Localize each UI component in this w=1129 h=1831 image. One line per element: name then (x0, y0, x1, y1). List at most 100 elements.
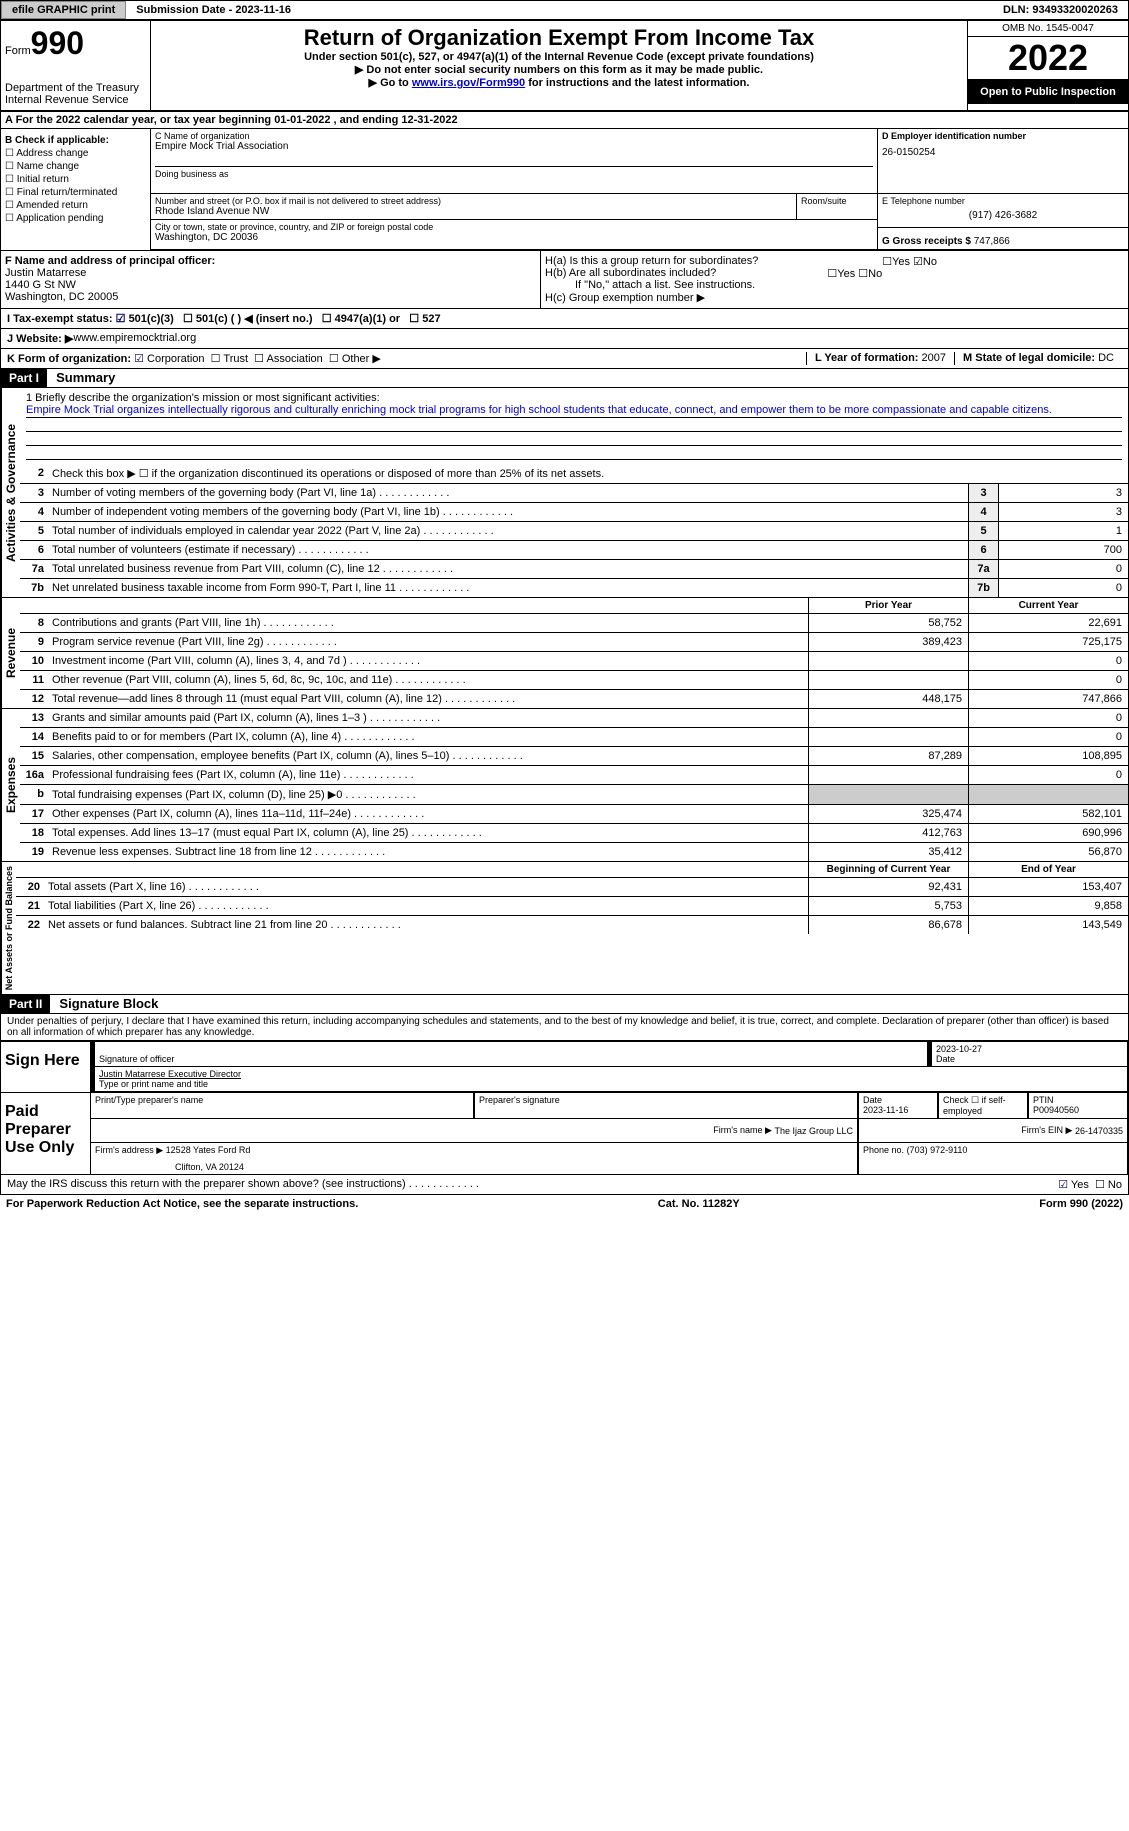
line-16a-prior (808, 766, 968, 784)
tax-exempt-label: I Tax-exempt status: 501(c)(3) 501(c) ( … (7, 312, 547, 325)
city-value: Washington, DC 20036 (155, 232, 873, 243)
section-a: A For the 2022 calendar year, or tax yea… (0, 111, 1129, 129)
open-inspection: Open to Public Inspection (968, 80, 1128, 104)
line-19-desc: Revenue less expenses. Subtract line 18 … (50, 843, 808, 861)
chk-trust[interactable] (211, 353, 221, 365)
line-22-current: 143,549 (968, 916, 1128, 934)
year-formation: 2007 (922, 352, 946, 364)
chk-501c[interactable] (183, 313, 193, 325)
officer-addr1: 1440 G St NW (5, 279, 536, 291)
chk-4947[interactable] (322, 313, 332, 325)
form-org-label: K Form of organization: (7, 353, 131, 365)
firm-name-label: Firm's name ▶ (713, 1125, 772, 1136)
officer-label: F Name and address of principal officer: (5, 255, 536, 267)
form-title: Return of Organization Exempt From Incom… (155, 25, 963, 51)
line-10-desc: Investment income (Part VIII, column (A)… (50, 652, 808, 670)
line-3-desc: Number of voting members of the governin… (50, 484, 968, 502)
discuss-text: May the IRS discuss this return with the… (7, 1178, 479, 1191)
begin-year-hdr: Beginning of Current Year (808, 862, 968, 877)
line-15-prior: 87,289 (808, 747, 968, 765)
omb-number: OMB No. 1545-0047 (968, 21, 1128, 37)
line-19-prior: 35,412 (808, 843, 968, 861)
line-17-desc: Other expenses (Part IX, column (A), lin… (50, 805, 808, 823)
chk-discuss-yes[interactable] (1058, 1179, 1068, 1191)
phone-label: E Telephone number (882, 196, 1124, 206)
gross-value: 747,866 (974, 236, 1010, 247)
section-b-title: B Check if applicable: (5, 135, 146, 146)
line-18-current: 690,996 (968, 824, 1128, 842)
chk-final-return[interactable]: Final return/terminated (5, 187, 146, 198)
website-value: www.empiremocktrial.org (73, 332, 196, 345)
paid-preparer-label: Paid Preparer Use Only (1, 1093, 91, 1174)
hc-label: H(c) Group exemption number ▶ (545, 291, 937, 304)
prep-date-label: Date (863, 1095, 933, 1105)
year-formation-label: L Year of formation: (815, 352, 919, 364)
chk-name-change[interactable]: Name change (5, 161, 146, 172)
line-4-val: 3 (998, 503, 1128, 521)
form-subtitle: Under section 501(c), 527, or 4947(a)(1)… (155, 51, 963, 63)
mission-text: Empire Mock Trial organizes intellectual… (26, 404, 1122, 418)
form-footer: Form 990 (2022) (1039, 1198, 1123, 1210)
chk-527[interactable] (409, 313, 419, 325)
line-10-current: 0 (968, 652, 1128, 670)
firm-phone-label: Phone no. (863, 1145, 904, 1172)
firm-name: The Ijaz Group LLC (774, 1126, 853, 1136)
chk-initial-return[interactable]: Initial return (5, 174, 146, 185)
line-8-prior: 58,752 (808, 614, 968, 632)
form-label: Form (5, 45, 31, 57)
street-label: Number and street (or P.O. box if mail i… (155, 196, 792, 206)
website-label: J Website: ▶ (7, 332, 73, 345)
chk-other[interactable] (329, 353, 339, 365)
chk-501c3[interactable] (116, 313, 126, 325)
chk-discuss-no[interactable] (1095, 1179, 1105, 1191)
line-11-desc: Other revenue (Part VIII, column (A), li… (50, 671, 808, 689)
tax-year: 2022 (968, 37, 1128, 80)
line-13-current: 0 (968, 709, 1128, 727)
line-5-desc: Total number of individuals employed in … (50, 522, 968, 540)
line-20-desc: Total assets (Part X, line 16) (46, 878, 808, 896)
line-8-current: 22,691 (968, 614, 1128, 632)
line-14-desc: Benefits paid to or for members (Part IX… (50, 728, 808, 746)
state-domicile-label: M State of legal domicile: (963, 352, 1095, 364)
org-name: Empire Mock Trial Association (155, 141, 873, 152)
line-5-val: 1 (998, 522, 1128, 540)
chk-address-change[interactable]: Address change (5, 148, 146, 159)
line-12-prior: 448,175 (808, 690, 968, 708)
ptin-value: P00940560 (1033, 1105, 1123, 1115)
vert-expenses: Expenses (1, 709, 20, 861)
line-6-val: 700 (998, 541, 1128, 559)
line-11-current: 0 (968, 671, 1128, 689)
line-16a-desc: Professional fundraising fees (Part IX, … (50, 766, 808, 784)
irs-link[interactable]: www.irs.gov/Form990 (412, 77, 525, 89)
cat-no: Cat. No. 11282Y (658, 1198, 740, 1210)
line-3-val: 3 (998, 484, 1128, 502)
sig-officer-label: Signature of officer (99, 1054, 923, 1064)
line-7b-val: 0 (998, 579, 1128, 597)
line-11-prior (808, 671, 968, 689)
efile-print-button[interactable]: efile GRAPHIC print (1, 1, 126, 19)
chk-corp[interactable] (134, 353, 144, 365)
line-17-prior: 325,474 (808, 805, 968, 823)
line-6-desc: Total number of volunteers (estimate if … (50, 541, 968, 559)
paperwork-notice: For Paperwork Reduction Act Notice, see … (6, 1198, 358, 1210)
prep-sig-label: Preparer's signature (479, 1095, 853, 1105)
line-b-desc: Total fundraising expenses (Part IX, col… (50, 785, 808, 804)
chk-application-pending[interactable]: Application pending (5, 213, 146, 224)
line-18-prior: 412,763 (808, 824, 968, 842)
part2-header: Part II (1, 995, 50, 1013)
line-14-current: 0 (968, 728, 1128, 746)
line-22-desc: Net assets or fund balances. Subtract li… (46, 916, 808, 934)
prep-print-label: Print/Type preparer's name (95, 1095, 469, 1105)
sig-name: Justin Matarrese Executive Director (99, 1069, 1123, 1079)
line-21-prior: 5,753 (808, 897, 968, 915)
line-9-desc: Program service revenue (Part VIII, line… (50, 633, 808, 651)
line-21-current: 9,858 (968, 897, 1128, 915)
officer-addr2: Washington, DC 20005 (5, 291, 536, 303)
line-17-current: 582,101 (968, 805, 1128, 823)
note-goto-post: for instructions and the latest informat… (525, 77, 749, 89)
form-number: 990 (31, 25, 84, 61)
line-21-desc: Total liabilities (Part X, line 26) (46, 897, 808, 915)
line-4-desc: Number of independent voting members of … (50, 503, 968, 521)
chk-assoc[interactable] (254, 353, 264, 365)
chk-amended-return[interactable]: Amended return (5, 200, 146, 211)
